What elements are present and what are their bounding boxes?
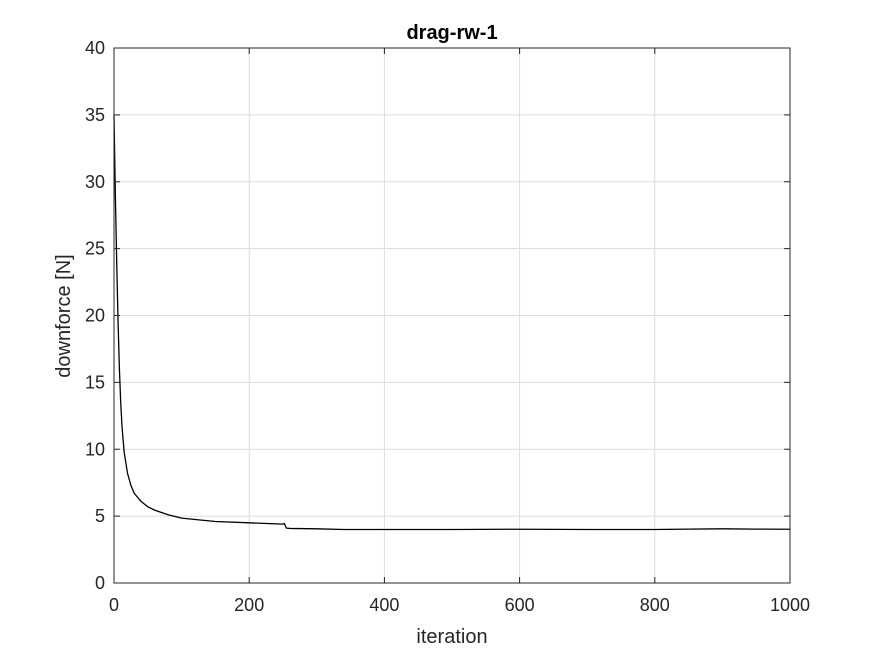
x-tick-label: 0 [109, 595, 119, 615]
y-tick-label: 10 [85, 439, 105, 459]
x-tick-label: 1000 [770, 595, 810, 615]
y-tick-label: 5 [95, 506, 105, 526]
y-tick-label: 25 [85, 239, 105, 259]
chart-title: drag-rw-1 [406, 22, 497, 44]
axes-frame [113, 47, 791, 584]
grid-lines [114, 48, 790, 583]
y-tick-label: 15 [85, 372, 105, 392]
plot-data [113, 114, 791, 531]
series-line-1 [113, 114, 791, 531]
y-tick-label: 30 [85, 172, 105, 192]
x-tick-label: 400 [369, 595, 399, 615]
y-tick-label: 35 [85, 105, 105, 125]
x-tick-label: 800 [640, 595, 670, 615]
x-tick-label: 600 [505, 595, 535, 615]
x-axis-title: iteration [416, 626, 487, 648]
x-tick-label: 200 [234, 595, 264, 615]
y-axis-title: downforce [N] [53, 254, 75, 377]
y-tick-label: 0 [95, 573, 105, 593]
tick-labels: 0 200 400 600 800 1000 0 5 10 15 20 25 30 35 40 [85, 38, 810, 615]
y-tick-label: 40 [85, 38, 105, 58]
y-tick-label: 20 [85, 306, 105, 326]
